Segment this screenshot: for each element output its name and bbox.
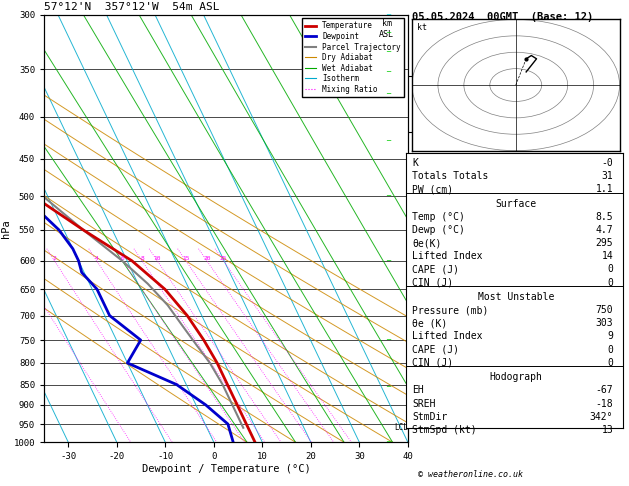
Text: -67: -67: [596, 385, 613, 396]
Text: 14: 14: [601, 251, 613, 261]
Text: Dewp (°C): Dewp (°C): [412, 225, 465, 235]
Legend: Temperature, Dewpoint, Parcel Trajectory, Dry Adiabat, Wet Adiabat, Isotherm, Mi: Temperature, Dewpoint, Parcel Trajectory…: [302, 18, 404, 97]
Text: ─: ─: [387, 91, 391, 97]
Text: CAPE (J): CAPE (J): [412, 345, 459, 355]
Text: -0: -0: [601, 158, 613, 168]
Text: kt: kt: [417, 23, 427, 32]
Text: CIN (J): CIN (J): [412, 358, 453, 368]
Text: Pressure (mb): Pressure (mb): [412, 305, 488, 315]
Text: 4.7: 4.7: [596, 225, 613, 235]
Text: 9: 9: [608, 331, 613, 342]
Y-axis label: Mixing Ratio (g/kg): Mixing Ratio (g/kg): [444, 177, 453, 279]
X-axis label: Dewpoint / Temperature (°C): Dewpoint / Temperature (°C): [142, 464, 310, 474]
Text: 10: 10: [153, 256, 161, 261]
Text: 295: 295: [596, 238, 613, 248]
Text: ─: ─: [387, 384, 391, 391]
Text: CAPE (J): CAPE (J): [412, 264, 459, 275]
Text: 57°12'N  357°12'W  54m ASL: 57°12'N 357°12'W 54m ASL: [44, 2, 220, 13]
Text: © weatheronline.co.uk: © weatheronline.co.uk: [418, 469, 523, 479]
Text: 20: 20: [203, 256, 211, 261]
Text: ─: ─: [387, 30, 391, 36]
Text: 0: 0: [608, 345, 613, 355]
Text: Lifted Index: Lifted Index: [412, 251, 482, 261]
Text: 2: 2: [53, 256, 57, 261]
Text: Temp (°C): Temp (°C): [412, 212, 465, 222]
Text: ─: ─: [387, 193, 391, 199]
Text: 25: 25: [220, 256, 227, 261]
Text: θe (K): θe (K): [412, 318, 447, 329]
Text: 0: 0: [608, 278, 613, 288]
Text: km
ASL: km ASL: [379, 19, 394, 39]
Text: 8.5: 8.5: [596, 212, 613, 222]
Text: StmSpd (kt): StmSpd (kt): [412, 425, 477, 435]
Text: ─: ─: [387, 12, 391, 17]
Text: LCL: LCL: [394, 423, 408, 432]
Text: ─: ─: [387, 139, 391, 144]
Text: 342°: 342°: [590, 412, 613, 422]
Text: 750: 750: [596, 305, 613, 315]
Text: 0: 0: [608, 264, 613, 275]
Text: 31: 31: [601, 171, 613, 181]
Text: Most Unstable: Most Unstable: [477, 292, 554, 302]
Text: 6: 6: [121, 256, 125, 261]
Text: Lifted Index: Lifted Index: [412, 331, 482, 342]
Text: SREH: SREH: [412, 399, 435, 409]
Text: PW (cm): PW (cm): [412, 184, 453, 194]
Text: 05.05.2024  00GMT  (Base: 12): 05.05.2024 00GMT (Base: 12): [412, 12, 593, 22]
Text: 13: 13: [601, 425, 613, 435]
Text: ─: ─: [387, 258, 391, 264]
Text: ─: ─: [387, 439, 391, 445]
Text: 0: 0: [608, 358, 613, 368]
Text: K: K: [412, 158, 418, 168]
Text: EH: EH: [412, 385, 424, 396]
Y-axis label: hPa: hPa: [1, 219, 11, 238]
Text: Hodograph: Hodograph: [489, 372, 542, 382]
Text: Surface: Surface: [495, 199, 537, 209]
Text: 8: 8: [140, 256, 144, 261]
Text: θe(K): θe(K): [412, 238, 442, 248]
Text: StmDir: StmDir: [412, 412, 447, 422]
Text: 4: 4: [95, 256, 99, 261]
Text: ─: ─: [387, 69, 391, 75]
Text: 15: 15: [182, 256, 189, 261]
Text: CIN (J): CIN (J): [412, 278, 453, 288]
Text: -18: -18: [596, 399, 613, 409]
Text: Totals Totals: Totals Totals: [412, 171, 488, 181]
Text: ─: ─: [387, 49, 391, 55]
Text: 303: 303: [596, 318, 613, 329]
Text: ─: ─: [387, 337, 391, 343]
Text: 1.1: 1.1: [596, 184, 613, 194]
